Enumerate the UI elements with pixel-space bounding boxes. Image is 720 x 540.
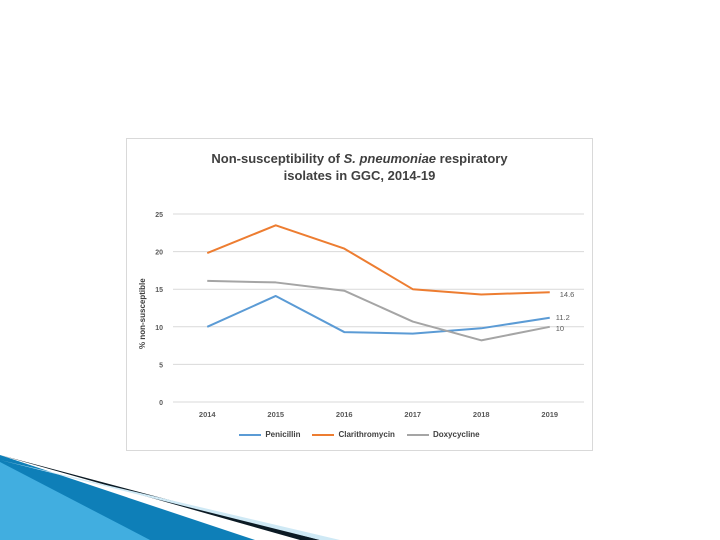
x-tick-label: 2015 xyxy=(267,410,284,419)
y-tick-label: 5 xyxy=(159,362,163,369)
series-line-clarithromycin xyxy=(206,224,550,296)
legend-label: Penicillin xyxy=(265,430,301,439)
chart-legend: Penicillin Clarithromycin Doxycycline xyxy=(127,430,592,439)
y-tick-label: 25 xyxy=(155,212,163,219)
legend-item-doxycycline: Doxycycline xyxy=(406,430,480,439)
data-label-penicillin: 11.2 xyxy=(556,313,570,322)
legend-swatch xyxy=(406,433,429,436)
data-label-clarithromycin: 14.6 xyxy=(560,290,575,299)
legend-label: Doxycycline xyxy=(432,430,480,439)
x-tick-label: 2018 xyxy=(473,410,490,419)
x-tick-label: 2016 xyxy=(336,410,353,419)
chart-title: Non-susceptibility of S. pneumoniae resp… xyxy=(211,151,508,183)
data-label-doxycycline: 10 xyxy=(556,324,564,333)
corner-stripe-pale xyxy=(0,460,340,540)
legend-swatch xyxy=(239,433,262,436)
legend-label: Clarithromycin xyxy=(338,430,395,439)
x-tick-label: 2017 xyxy=(404,410,421,419)
line-plot: 0 5 10 15 20 25 2014 2015 2016 2017 2018 2019 11.2 14… xyxy=(155,212,584,419)
y-tick-label: 0 xyxy=(159,400,163,407)
series-line-doxycycline xyxy=(207,279,550,342)
chart-frame: Non-susceptibility of S. pneumoniae resp… xyxy=(126,138,593,451)
x-tick-label: 2019 xyxy=(541,410,558,419)
y-tick-label: 15 xyxy=(155,287,163,294)
legend-swatch xyxy=(312,433,335,436)
y-tick-label: 10 xyxy=(155,325,163,332)
y-tick-label: 20 xyxy=(155,250,163,257)
x-tick-label: 2014 xyxy=(199,410,217,419)
series-line-penicillin xyxy=(206,294,550,335)
legend-item-clarithromycin: Clarithromycin xyxy=(312,430,395,439)
legend-item-penicillin: Penicillin xyxy=(239,430,300,439)
corner-wedge-light xyxy=(0,462,150,540)
